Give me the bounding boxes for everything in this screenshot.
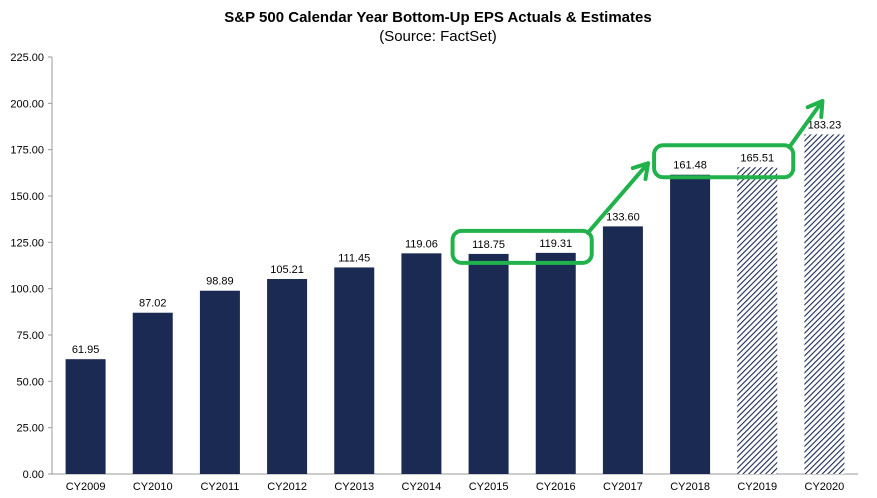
bar-cy2012 [267, 279, 308, 474]
data-label-cy2012: 105.21 [270, 264, 304, 276]
arrow-1 [585, 161, 651, 235]
data-label-cy2017: 133.60 [606, 211, 640, 223]
x-tick-label-cy2019: CY2019 [737, 481, 777, 493]
annotations [450, 99, 825, 265]
data-label-cy2019: 165.51 [740, 152, 774, 164]
y-tick-label: 50.00 [16, 376, 44, 388]
bar-cy2009 [65, 359, 106, 474]
bars: 61.95 CY2009 87.02 CY2010 98.89 CY2011 105.21 C… [65, 119, 845, 493]
x-tick-label-cy2009: CY2009 [66, 481, 106, 493]
arrow-2 [787, 99, 825, 150]
highlight-box-2 [652, 143, 796, 180]
y-axis: 0.00 25.00 50.00 75.00 100.00 125.00 150.00 175… [10, 52, 858, 481]
data-label-cy2016: 119.31 [539, 238, 572, 250]
x-tick-label-cy2011: CY2011 [200, 481, 239, 493]
bar-cy2010 [132, 312, 173, 474]
data-label-cy2018: 161.48 [673, 160, 707, 172]
y-tick-label: 200.00 [10, 98, 44, 110]
x-tick-label-cy2020: CY2020 [805, 481, 845, 493]
x-tick-label-cy2016: CY2016 [536, 481, 576, 493]
x-tick-label-cy2017: CY2017 [603, 481, 643, 493]
arrow-1-head [630, 161, 651, 182]
y-tick-label: 100.00 [10, 284, 44, 296]
chart-title: S&P 500 Calendar Year Bottom-Up EPS Actu… [224, 9, 651, 26]
y-tick-label: 25.00 [16, 423, 44, 435]
data-label-cy2010: 87.02 [139, 298, 167, 310]
x-tick-label-cy2014: CY2014 [402, 481, 442, 493]
bar-cy2016 [535, 252, 576, 474]
y-tick-label: 125.00 [10, 237, 44, 249]
bar-cy2011 [199, 290, 240, 474]
y-tick-label: 150.00 [10, 191, 44, 203]
x-tick-label-cy2012: CY2012 [267, 481, 307, 493]
data-label-cy2011: 98.89 [206, 276, 234, 288]
data-label-cy2020: 183.23 [808, 119, 842, 131]
bar-cy2014 [401, 253, 442, 474]
data-label-cy2009: 61.95 [72, 344, 100, 356]
x-tick-label-cy2010: CY2010 [133, 481, 173, 493]
y-tick-label: 75.00 [16, 330, 44, 342]
chart-subtitle: (Source: FactSet) [379, 28, 497, 45]
x-tick-label-cy2013: CY2013 [334, 481, 374, 493]
bar-cy2013 [334, 267, 375, 474]
data-label-cy2015: 118.75 [472, 239, 505, 251]
arrow-2-head [805, 99, 825, 119]
y-tick-label: 175.00 [10, 145, 44, 157]
data-label-cy2013: 111.45 [338, 252, 370, 264]
data-label-cy2014: 119.06 [405, 238, 438, 250]
y-tick-label: 0.00 [23, 469, 44, 481]
bar-cy2015 [468, 253, 509, 474]
highlight-box-1 [450, 228, 594, 265]
x-tick-label-cy2015: CY2015 [469, 481, 509, 493]
bar-cy2018 [670, 174, 711, 474]
bar-cy2017 [602, 226, 643, 474]
y-tick-label: 225.00 [10, 52, 44, 64]
bar-cy2020 [804, 134, 845, 474]
bar-cy2019 [737, 167, 778, 474]
x-tick-label-cy2018: CY2018 [670, 481, 710, 493]
